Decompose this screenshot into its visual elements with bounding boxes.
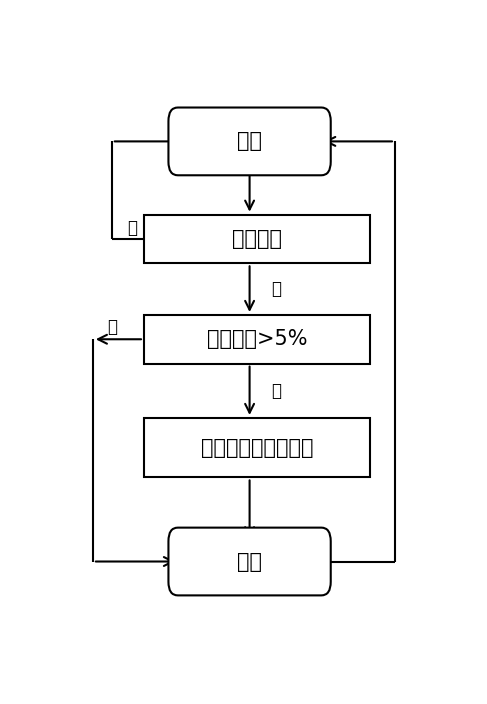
- FancyBboxPatch shape: [169, 527, 331, 596]
- FancyBboxPatch shape: [144, 418, 371, 477]
- Text: 否: 否: [271, 280, 281, 298]
- Text: 是: 是: [271, 382, 281, 400]
- FancyBboxPatch shape: [144, 315, 371, 364]
- Text: 容量变化>5%: 容量变化>5%: [207, 329, 307, 349]
- Text: 开始: 开始: [237, 132, 262, 151]
- Text: 否: 否: [107, 318, 117, 337]
- Text: 保护启动: 保护启动: [232, 229, 282, 249]
- FancyBboxPatch shape: [169, 108, 331, 175]
- FancyBboxPatch shape: [144, 215, 371, 263]
- Text: 修正电抗器额定电流: 修正电抗器额定电流: [201, 438, 314, 458]
- Text: 是: 是: [128, 219, 138, 237]
- Text: 结束: 结束: [237, 551, 262, 572]
